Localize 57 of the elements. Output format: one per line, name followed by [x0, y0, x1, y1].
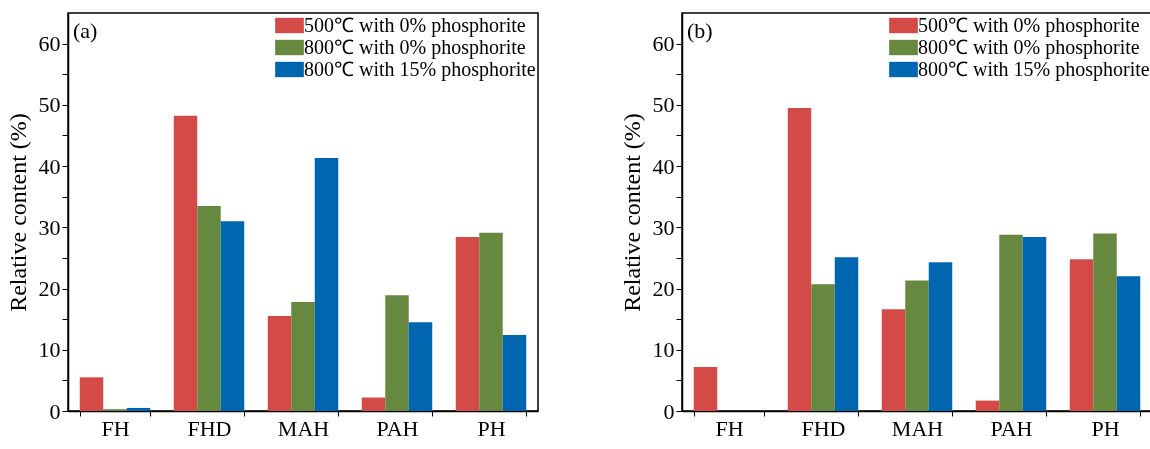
bar: [502, 335, 527, 411]
y-tick-label: 30: [652, 214, 675, 240]
bar: [197, 205, 221, 411]
y-tick-label: 40: [38, 153, 61, 179]
y-axis-title: Relative content (%): [618, 113, 645, 312]
bar: [1022, 237, 1047, 411]
bar: [385, 295, 409, 411]
bar: [479, 232, 503, 411]
y-tick-label: 50: [652, 92, 675, 118]
y-tick-label: 10: [652, 337, 675, 363]
x-tick-label: FHD: [187, 415, 232, 441]
bar: [975, 400, 1000, 411]
y-tick-label: 30: [38, 214, 61, 240]
bar: [1116, 276, 1141, 411]
bar: [693, 366, 718, 411]
x-tick-label: PAH: [376, 415, 419, 441]
bar: [314, 158, 339, 411]
annotation: (b): [687, 18, 713, 43]
x-tick-label: FH: [715, 415, 744, 441]
x-tick-label: MAH: [277, 415, 330, 441]
y-tick-label: 60: [652, 31, 675, 57]
x-tick-label: PAH: [990, 415, 1033, 441]
bar: [787, 107, 812, 411]
bar: [79, 377, 104, 411]
bar: [905, 280, 929, 411]
bar: [881, 309, 906, 411]
x-tick-label: FH: [101, 415, 130, 441]
bar: [1069, 259, 1094, 411]
bar: [361, 397, 386, 411]
bar: [811, 284, 835, 411]
bar: [455, 237, 480, 411]
y-tick-label: 0: [663, 398, 675, 424]
x-tick-label: PH: [477, 415, 506, 441]
y-tick-label: 0: [49, 398, 61, 424]
bar: [928, 262, 953, 411]
bar: [126, 407, 151, 411]
bar: [834, 257, 859, 411]
x-tick-label: FHD: [801, 415, 846, 441]
y-tick-label: 10: [38, 337, 61, 363]
y-tick-label: 50: [38, 92, 61, 118]
bar: [408, 322, 433, 411]
bar: [999, 234, 1023, 411]
y-tick-label: 40: [652, 153, 675, 179]
y-tick-label: 20: [652, 276, 675, 302]
legend-label: 500℃ with 0% phosphorite: [304, 13, 526, 37]
y-axis-title: Relative content (%): [4, 113, 31, 312]
legend-label: 500℃ with 0% phosphorite: [918, 13, 1140, 37]
bar: [291, 302, 315, 411]
x-tick-label: PH: [1091, 415, 1120, 441]
x-tick-label: MAH: [891, 415, 944, 441]
bar: [267, 316, 292, 411]
annotation: (a): [73, 18, 98, 43]
y-tick-label: 60: [38, 31, 61, 57]
y-tick-label: 20: [38, 276, 61, 302]
bar: [220, 221, 245, 411]
bar: [173, 115, 198, 411]
bar: [1093, 233, 1117, 411]
